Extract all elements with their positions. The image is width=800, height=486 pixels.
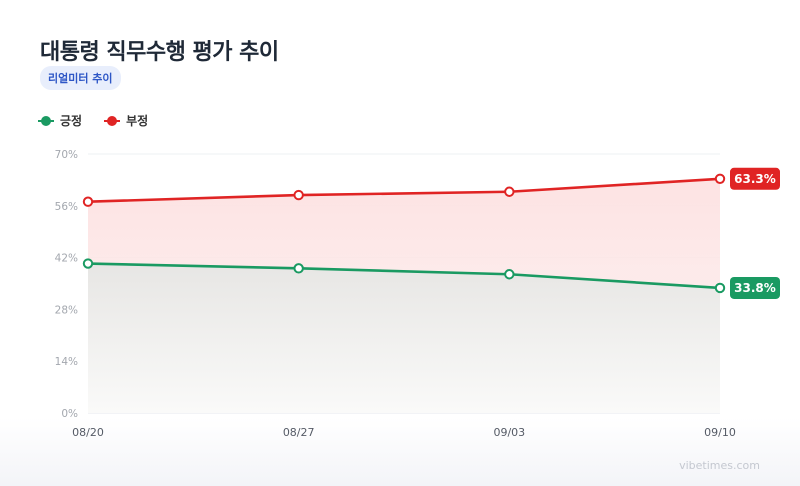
legend-item-negative[interactable]: 부정 (104, 112, 148, 129)
legend-item-positive[interactable]: 긍정 (38, 112, 82, 129)
chart-title: 대통령 직무수행 평가 추이 (40, 40, 279, 65)
x-tick-label: 09/03 (493, 426, 525, 439)
end-label-bg-positive (730, 276, 780, 299)
end-label-negative: 63.3% (734, 172, 776, 186)
data-point-positive (714, 282, 726, 294)
y-tick-label: 28% (55, 304, 78, 316)
watermark: vibetimes.com (679, 459, 760, 472)
end-label-bg-negative (730, 167, 780, 190)
area-positive (88, 263, 720, 413)
y-tick-label: 14% (55, 356, 78, 368)
data-point-positive (293, 263, 304, 274)
legend-swatch-positive (38, 115, 54, 126)
y-tick-label: 42% (55, 253, 78, 265)
y-tick-label: 56% (55, 201, 78, 213)
data-point-negative (293, 189, 304, 201)
data-point-negative (714, 173, 726, 184)
x-tick-label: 08/27 (283, 426, 315, 439)
data-point-positive (504, 269, 515, 280)
legend: 긍정 부정 (38, 112, 148, 129)
y-tick-label: 70% (55, 149, 78, 161)
data-point-negative (82, 196, 94, 207)
legend-swatch-negative (104, 115, 121, 126)
x-tick-label: 09/10 (704, 426, 736, 439)
source-badge: 리얼미터 추이 (40, 66, 121, 90)
x-tick-label: 08/20 (72, 426, 104, 439)
end-label-positive: 33.8% (734, 281, 776, 295)
data-point-negative (504, 186, 515, 197)
series-line-negative (86, 177, 722, 204)
series-line-positive (86, 262, 722, 290)
y-tick-label: 0% (61, 408, 78, 420)
data-point-positive (82, 258, 94, 269)
legend-label-negative: 부정 (126, 114, 149, 128)
legend-label-positive: 긍정 (60, 114, 83, 128)
